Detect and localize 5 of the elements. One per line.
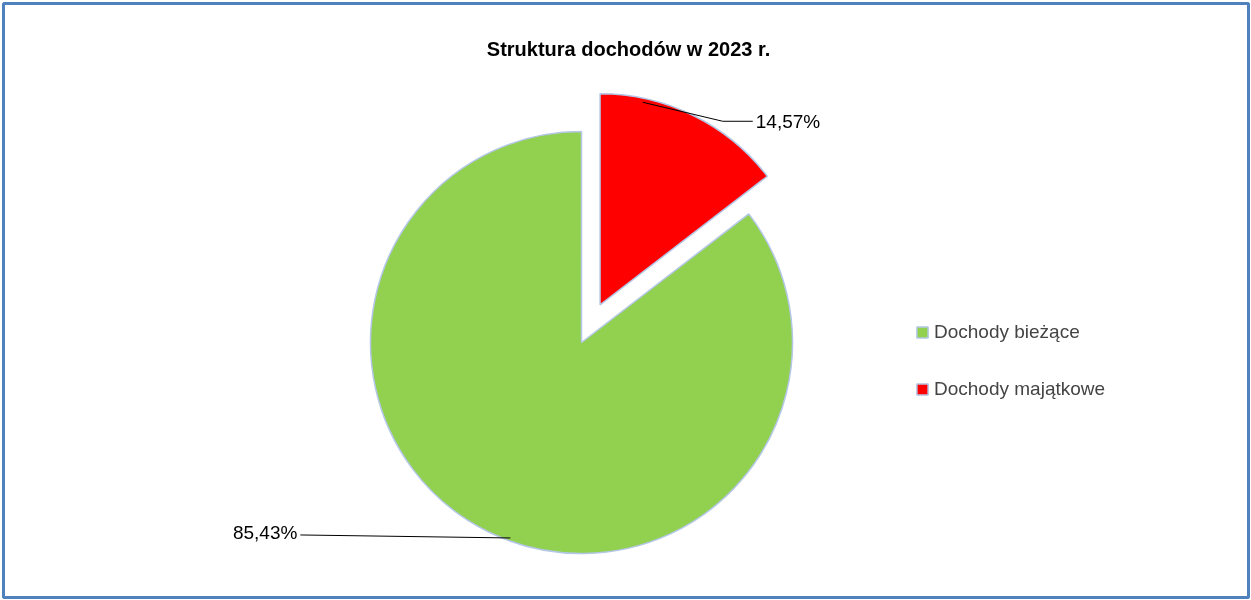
chart-title: Struktura dochodów w 2023 r. (486, 37, 771, 60)
legend-label: Dochody bieżące (934, 321, 1080, 343)
legend-label: Dochody majątkowe (934, 378, 1106, 400)
data-label: 85,43% (232, 522, 298, 544)
data-label: 14,57% (755, 110, 821, 132)
